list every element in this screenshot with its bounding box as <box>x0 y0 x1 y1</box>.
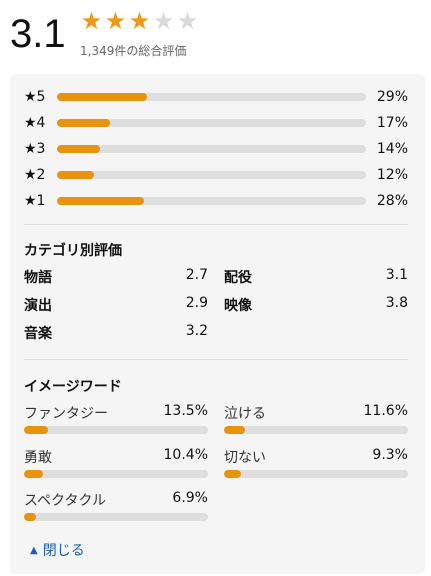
distribution-bar <box>57 119 366 127</box>
distribution-bar-fill <box>57 145 101 153</box>
category-item: 音楽 3.2 <box>24 323 208 343</box>
distribution-bar <box>57 197 366 205</box>
star-empty-icon: ★ <box>176 7 199 35</box>
distribution-bar-fill <box>57 197 144 205</box>
category-item: 物語 2.7 <box>24 267 208 287</box>
distribution-row-3: ★3 14% <box>24 139 408 159</box>
keyword-bar-fill <box>24 513 37 521</box>
distribution-percent: 12% <box>376 167 408 183</box>
category-item: 配役 3.1 <box>224 267 408 287</box>
category-value: 2.7 <box>185 267 208 283</box>
distribution-row-4: ★4 17% <box>24 113 408 133</box>
keyword-percent: 11.6% <box>363 403 408 419</box>
keyword-percent: 6.9% <box>172 490 208 506</box>
keyword-bar-fill <box>224 426 245 434</box>
divider <box>24 224 408 225</box>
keyword-bar <box>24 513 208 521</box>
star-filled-icon: ★ <box>104 7 127 35</box>
distribution-label: ★2 <box>24 167 46 183</box>
distribution-row-1: ★1 28% <box>24 191 408 211</box>
category-item: 映像 3.8 <box>224 295 408 315</box>
keyword-name: 勇敢 <box>24 450 52 466</box>
category-name: 映像 <box>224 298 252 314</box>
distribution-percent: 14% <box>376 141 408 157</box>
distribution-label: ★5 <box>24 89 46 105</box>
divider <box>24 359 408 360</box>
distribution-bar-fill <box>57 119 110 127</box>
distribution-bar <box>57 93 366 101</box>
keyword-name: ファンタジー <box>24 406 108 422</box>
keyword-item: 泣ける 11.6% <box>224 403 408 443</box>
rating-summary: 3.1 ★ ★ ★ ★ ★ 1,349件の総合評価 <box>10 6 421 62</box>
keyword-bar <box>224 426 408 434</box>
triangle-up-icon: ▲ <box>30 544 38 556</box>
keyword-item: スペクタクル 6.9% <box>24 490 208 530</box>
keyword-section-title: イメージワード <box>24 379 122 395</box>
distribution-bar-fill <box>57 93 147 101</box>
keyword-bar-fill <box>24 470 43 478</box>
star-empty-icon: ★ <box>152 7 175 35</box>
keyword-bar <box>24 426 208 434</box>
keyword-percent: 10.4% <box>163 447 208 463</box>
star-rating: ★ ★ ★ ★ ★ <box>80 8 199 34</box>
distribution-row-2: ★2 12% <box>24 165 408 185</box>
distribution-label: ★1 <box>24 193 46 209</box>
keyword-name: スペクタクル <box>24 493 107 509</box>
distribution-percent: 17% <box>376 115 408 131</box>
keyword-percent: 9.3% <box>372 447 408 463</box>
category-name: 物語 <box>24 270 52 286</box>
distribution-percent: 29% <box>376 89 408 105</box>
keyword-item: 勇敢 10.4% <box>24 447 208 487</box>
keyword-name: 切ない <box>224 450 266 466</box>
star-filled-icon: ★ <box>80 7 103 35</box>
category-value: 2.9 <box>185 295 208 311</box>
category-name: 演出 <box>24 298 52 314</box>
distribution-percent: 28% <box>376 193 408 209</box>
distribution-row-5: ★5 29% <box>24 87 408 107</box>
distribution-bar <box>57 171 366 179</box>
distribution-bar <box>57 145 366 153</box>
distribution-label: ★3 <box>24 141 46 157</box>
category-name: 音楽 <box>24 326 52 342</box>
keyword-name: 泣ける <box>224 406 266 422</box>
keyword-bar <box>24 470 208 478</box>
keyword-item: 切ない 9.3% <box>224 447 408 487</box>
category-value: 3.2 <box>185 323 208 339</box>
star-filled-icon: ★ <box>128 7 151 35</box>
close-label: 閉じる <box>42 543 85 559</box>
keyword-bar-fill <box>24 426 49 434</box>
category-value: 3.1 <box>385 267 408 283</box>
rating-detail-panel: ★5 29% ★4 17% ★3 14% ★2 12% ★1 28% カテゴリ別… <box>10 74 425 574</box>
keyword-bar-fill <box>224 470 241 478</box>
category-name: 配役 <box>224 270 252 286</box>
category-value: 3.8 <box>385 295 408 311</box>
keyword-item: ファンタジー 13.5% <box>24 403 208 443</box>
keyword-percent: 13.5% <box>163 403 208 419</box>
category-section-title: カテゴリ別評価 <box>24 243 122 259</box>
close-button[interactable]: ▲ 閉じる <box>30 540 85 560</box>
keyword-bar <box>224 470 408 478</box>
distribution-label: ★4 <box>24 115 46 131</box>
average-score: 3.1 <box>10 12 66 56</box>
distribution-bar-fill <box>57 171 95 179</box>
category-item: 演出 2.9 <box>24 295 208 315</box>
rating-count: 1,349件の総合評価 <box>80 44 187 58</box>
